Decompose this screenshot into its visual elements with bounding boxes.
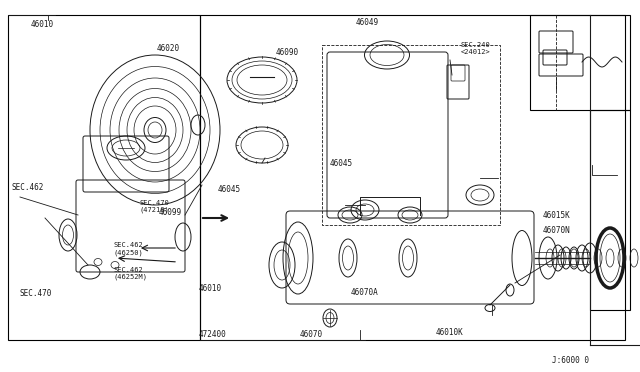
Text: SEC.470: SEC.470	[19, 289, 52, 298]
Text: 46045: 46045	[330, 159, 353, 168]
Text: 46015K: 46015K	[543, 211, 570, 220]
Text: 46099: 46099	[159, 208, 182, 217]
Text: 46090: 46090	[275, 48, 298, 57]
Text: 472400: 472400	[198, 330, 226, 339]
Text: 46010: 46010	[31, 20, 54, 29]
Text: 46020: 46020	[157, 44, 180, 53]
Text: SEC.462
(46252M): SEC.462 (46252M)	[114, 267, 148, 280]
Text: SEC.462
(46250): SEC.462 (46250)	[114, 243, 143, 256]
Text: 46010K: 46010K	[435, 328, 463, 337]
Text: SEC.240
<24012>: SEC.240 <24012>	[461, 42, 490, 55]
Text: 46070A: 46070A	[351, 288, 378, 296]
Text: 46049: 46049	[355, 18, 378, 27]
Text: 46045: 46045	[218, 185, 241, 194]
Text: J:6000 0: J:6000 0	[552, 356, 589, 365]
Text: SEC.470
(47210): SEC.470 (47210)	[140, 200, 169, 213]
Text: 46070N: 46070N	[543, 226, 570, 235]
Bar	[530, 15, 630, 110]
Text: 46070: 46070	[300, 330, 323, 339]
Bar	[200, 15, 625, 340]
Text: 46010: 46010	[198, 284, 221, 293]
Bar	[8, 15, 200, 340]
Bar	[590, 110, 630, 310]
Text: SEC.462: SEC.462	[12, 183, 44, 192]
